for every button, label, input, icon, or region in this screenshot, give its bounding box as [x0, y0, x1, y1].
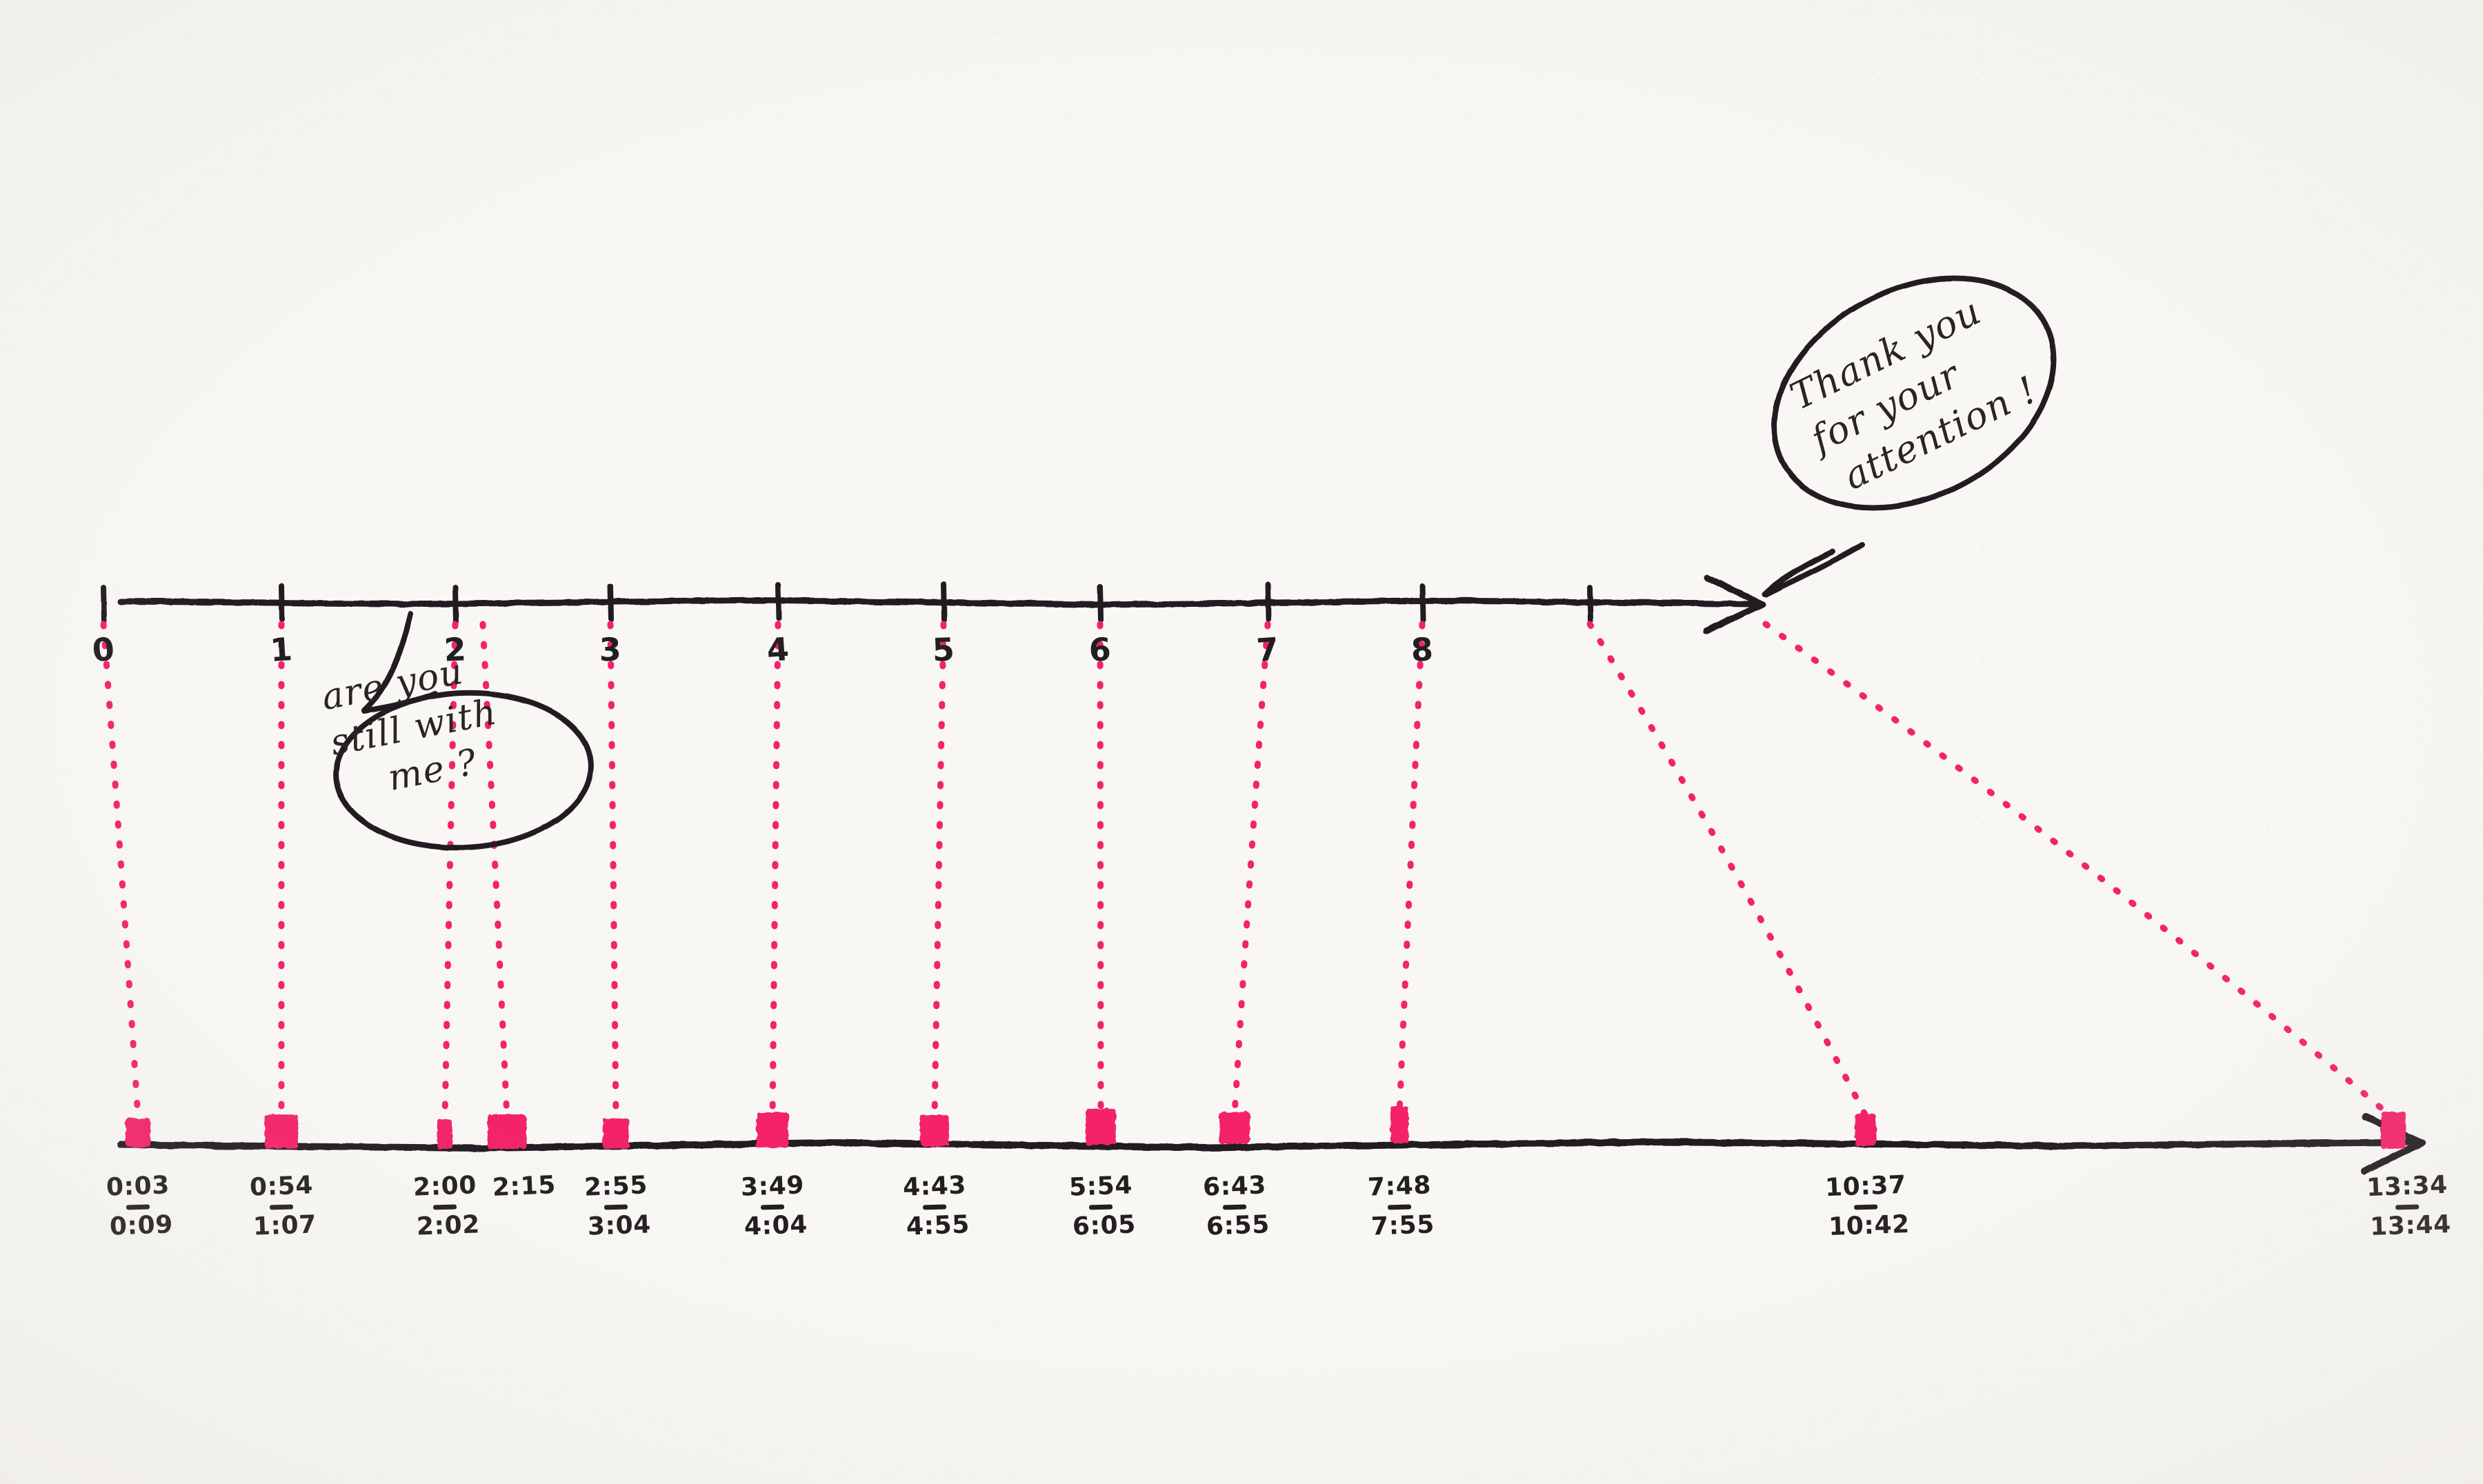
- timestamp-start: 10:37: [1824, 1170, 1907, 1203]
- timestamp-range-dash: [760, 1205, 785, 1210]
- dotted-connector: [1762, 621, 2397, 1122]
- pink-marker: [488, 1114, 526, 1149]
- timestamp-range-dash: [1222, 1205, 1247, 1210]
- timestamp-start: 6:43: [1202, 1171, 1267, 1202]
- timestamp-label: 0:03 0:09: [103, 1171, 174, 1242]
- timestamp-range-dash: [432, 1205, 457, 1210]
- timestamp-label: 13:34 13:44: [2363, 1170, 2452, 1242]
- pink-marker: [1855, 1114, 1876, 1147]
- pink-marker: [920, 1114, 949, 1146]
- tick-label-7: 7: [1255, 630, 1281, 670]
- speech-bubble-upper: [1762, 275, 2057, 597]
- timestamp-start: 4:43: [902, 1171, 967, 1202]
- timestamp-end: 13:44: [2369, 1210, 2452, 1242]
- timestamp-end: 4:04: [744, 1210, 808, 1242]
- timestamp-start: 2:55: [584, 1171, 648, 1202]
- timestamp-label: 2:00 2:02: [410, 1171, 481, 1242]
- timestamp-start: 2:00: [412, 1171, 477, 1202]
- timestamp-start: 5:54: [1068, 1171, 1133, 1202]
- timestamp-label: 2:15: [492, 1171, 557, 1202]
- dotted-connector: [441, 621, 459, 1122]
- timestamp-start: 0:03: [106, 1171, 170, 1202]
- timestamp-start: 0:54: [249, 1171, 314, 1202]
- timestamp-range-dash: [126, 1205, 150, 1210]
- timestamp-label: 0:54 1:07: [246, 1171, 317, 1242]
- pink-marker: [2381, 1111, 2406, 1149]
- timestamp-label: 2:55 3:04: [581, 1171, 652, 1242]
- timestamp-end: 7:55: [1370, 1210, 1435, 1242]
- pink-marker: [265, 1114, 298, 1149]
- timestamp-end: 6:05: [1072, 1210, 1137, 1242]
- timestamp-end: 3:04: [587, 1210, 652, 1242]
- timestamp-label: 10:37 10:42: [1822, 1170, 1911, 1242]
- timestamp-range-dash: [1853, 1205, 1878, 1210]
- timestamp-label: 7:48 7:55: [1364, 1171, 1435, 1242]
- dotted-connector: [479, 621, 510, 1122]
- timestamp-start: 13:34: [2366, 1170, 2449, 1203]
- dotted-connector: [931, 621, 947, 1119]
- connector-group: [100, 621, 2397, 1122]
- timestamp-range-dash: [1387, 1205, 1412, 1210]
- timestamp-range-dash: [922, 1205, 947, 1210]
- dotted-connector: [1097, 621, 1104, 1118]
- dotted-connector: [769, 621, 781, 1121]
- timestamp-end: 6:55: [1206, 1210, 1270, 1242]
- pink-marker: [603, 1118, 629, 1149]
- tick-label-4: 4: [765, 630, 791, 670]
- timestamp-range-dash: [604, 1205, 628, 1210]
- timestamp-label: 5:54 6:05: [1066, 1171, 1137, 1242]
- timestamp-start: 7:48: [1367, 1171, 1432, 1202]
- timestamp-end: 0:09: [109, 1210, 174, 1242]
- timestamp-label: 3:49 4:04: [737, 1171, 808, 1242]
- timestamp-range-dash: [269, 1205, 294, 1210]
- timestamp-end: 10:42: [1828, 1210, 1911, 1242]
- timestamp-range-dash: [1088, 1205, 1113, 1210]
- dotted-connector: [1231, 621, 1271, 1117]
- timestamp-start: 3:49: [740, 1171, 805, 1202]
- dotted-connector: [1586, 621, 1869, 1119]
- tick-label-0: 0: [90, 630, 117, 670]
- pink-marker: [757, 1112, 788, 1148]
- tick-label-8: 8: [1410, 630, 1435, 669]
- timestamp-label: 4:43 4:55: [899, 1171, 970, 1242]
- pink-marker: [437, 1119, 452, 1149]
- timestamp-end: 1:07: [252, 1210, 317, 1242]
- pink-marker-group: [126, 1107, 2406, 1149]
- pink-marker: [1219, 1112, 1250, 1144]
- tick-label-6: 6: [1088, 630, 1112, 669]
- tick-label-1: 1: [269, 630, 294, 669]
- pink-marker: [1086, 1108, 1116, 1145]
- pink-marker: [1390, 1107, 1408, 1144]
- dotted-connector: [100, 621, 141, 1121]
- top-axis-ticks: [101, 581, 1593, 625]
- bottom-axis: [117, 1114, 2426, 1174]
- tick-label-5: 5: [931, 630, 956, 669]
- timestamp-end: 2:02: [416, 1210, 481, 1242]
- timestamp-range-dash: [2395, 1205, 2420, 1210]
- timestamp-label: 6:43 6:55: [1199, 1171, 1270, 1242]
- timestamp-end: 4:55: [906, 1210, 970, 1242]
- speech-bubble-lower: [333, 611, 594, 851]
- dotted-connector: [1396, 621, 1426, 1116]
- pink-marker: [126, 1118, 150, 1147]
- top-axis: [117, 574, 1766, 634]
- dotted-connector: [607, 621, 619, 1121]
- timestamp-start: 2:15: [492, 1171, 557, 1202]
- tick-label-3: 3: [599, 630, 622, 669]
